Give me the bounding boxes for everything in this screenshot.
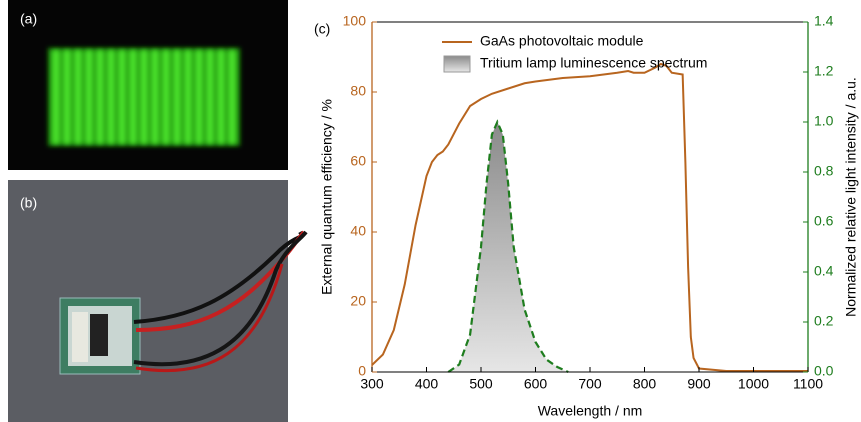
spectrum-outline <box>447 119 569 373</box>
panel-label: (c) <box>314 21 330 37</box>
y-tick-label: 20 <box>350 293 366 309</box>
x-tick-label: 1100 <box>793 376 823 392</box>
y2-tick-label: 1.0 <box>814 113 834 129</box>
x-tick-label: 900 <box>687 376 711 392</box>
panel-label: (a) <box>20 11 37 27</box>
legend-swatch <box>443 55 471 73</box>
y2-tick-label: 1.4 <box>814 13 834 29</box>
y-axis-label: External quantum efficiency / % <box>319 99 335 295</box>
x-tick-label: 400 <box>415 376 439 392</box>
y2-tick-label: 0.8 <box>814 163 834 179</box>
photo-a <box>8 0 288 170</box>
spectrum-area <box>448 122 569 372</box>
eqe-line <box>371 62 808 372</box>
photo-b <box>8 180 308 422</box>
x-tick-label: 1000 <box>738 376 769 392</box>
x-tick-label: 500 <box>469 376 493 392</box>
x-tick-label: 700 <box>578 376 602 392</box>
legend-label: Tritium lamp luminescence spectrum <box>480 55 707 71</box>
y-tick-label: 0 <box>358 363 366 379</box>
y-tick-label: 40 <box>350 223 366 239</box>
y2-tick-label: 1.2 <box>814 63 834 79</box>
x-tick-label: 800 <box>633 376 657 392</box>
y-tick-label: 80 <box>350 83 366 99</box>
y2-tick-label: 0.0 <box>814 363 834 379</box>
x-tick-label: 300 <box>360 376 384 392</box>
legend-label: GaAs photovoltaic module <box>480 33 644 49</box>
y-tick-label: 60 <box>350 153 366 169</box>
y2-tick-label: 0.2 <box>814 313 834 329</box>
x-tick-label: 600 <box>524 376 548 392</box>
y2-axis-label: Normalized relative light intensity / a.… <box>843 77 859 317</box>
x-axis-label: Wavelength / nm <box>538 403 643 419</box>
y2-tick-label: 0.4 <box>814 263 834 279</box>
panel-label: (b) <box>20 195 37 211</box>
y2-tick-label: 0.6 <box>814 213 834 229</box>
y-tick-label: 100 <box>343 13 367 29</box>
